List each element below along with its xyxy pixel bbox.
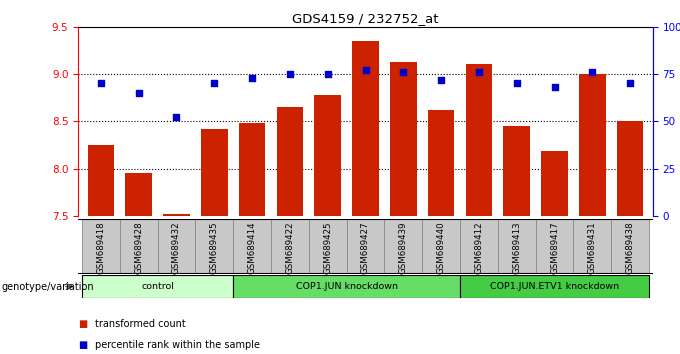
Point	[360, 67, 371, 73]
Bar	[466, 64, 492, 216]
Bar	[347, 219, 384, 274]
Bar	[428, 110, 454, 216]
Text: GSM689422: GSM689422	[286, 221, 294, 274]
Bar	[352, 41, 379, 216]
Text: percentile rank within the sample: percentile rank within the sample	[95, 340, 260, 350]
Bar	[88, 145, 114, 216]
Point	[133, 90, 144, 96]
Bar	[158, 219, 195, 274]
Bar	[422, 219, 460, 274]
Bar	[503, 126, 530, 216]
Point	[436, 77, 447, 82]
Bar	[314, 95, 341, 216]
Text: GSM689432: GSM689432	[172, 221, 181, 274]
Bar	[233, 219, 271, 274]
Text: GSM689440: GSM689440	[437, 221, 445, 274]
Point	[95, 80, 106, 86]
Bar	[498, 219, 536, 274]
Text: GSM689439: GSM689439	[398, 221, 408, 274]
Bar	[579, 74, 606, 216]
Text: GSM689413: GSM689413	[512, 221, 521, 274]
Text: control: control	[141, 282, 174, 291]
Bar	[277, 107, 303, 216]
Text: GSM689425: GSM689425	[323, 221, 333, 274]
Point	[398, 69, 409, 75]
Point	[322, 71, 333, 77]
Text: ■: ■	[78, 319, 88, 329]
Text: GSM689435: GSM689435	[210, 221, 219, 274]
Text: GSM689428: GSM689428	[134, 221, 143, 274]
Text: GSM689427: GSM689427	[361, 221, 370, 274]
Bar	[384, 219, 422, 274]
Point	[587, 69, 598, 75]
Point	[549, 84, 560, 90]
Text: GSM689412: GSM689412	[475, 221, 483, 274]
Bar	[309, 219, 347, 274]
Bar	[82, 219, 120, 274]
Bar	[239, 123, 265, 216]
Point	[284, 71, 295, 77]
Point	[209, 80, 220, 86]
Point	[247, 75, 258, 80]
Bar	[573, 219, 611, 274]
Text: ■: ■	[78, 340, 88, 350]
Bar	[195, 219, 233, 274]
Bar	[233, 275, 460, 298]
Text: GSM689417: GSM689417	[550, 221, 559, 274]
Bar	[125, 173, 152, 216]
Text: genotype/variation: genotype/variation	[1, 281, 94, 292]
Bar	[201, 129, 228, 216]
Text: transformed count: transformed count	[95, 319, 186, 329]
Text: GSM689438: GSM689438	[626, 221, 634, 274]
Bar	[460, 219, 498, 274]
Bar	[611, 219, 649, 274]
Point	[511, 80, 522, 86]
Text: GSM689431: GSM689431	[588, 221, 597, 274]
Bar	[271, 219, 309, 274]
Point	[473, 69, 484, 75]
Bar	[617, 121, 643, 216]
Bar	[82, 275, 233, 298]
Bar	[541, 150, 568, 216]
Bar	[390, 62, 417, 216]
Text: COP1.JUN knockdown: COP1.JUN knockdown	[296, 282, 398, 291]
Point	[625, 80, 636, 86]
Point	[171, 115, 182, 120]
Text: GSM689418: GSM689418	[97, 221, 105, 274]
Bar	[460, 275, 649, 298]
Bar	[536, 219, 573, 274]
Title: GDS4159 / 232752_at: GDS4159 / 232752_at	[292, 12, 439, 25]
Text: COP1.JUN.ETV1 knockdown: COP1.JUN.ETV1 knockdown	[490, 282, 619, 291]
Bar	[120, 219, 158, 274]
Text: GSM689414: GSM689414	[248, 221, 256, 274]
Bar	[163, 214, 190, 216]
